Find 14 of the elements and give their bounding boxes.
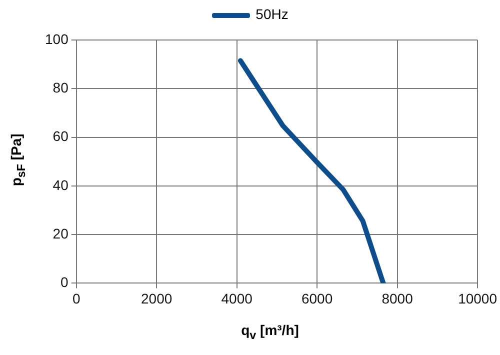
x-axis-title: q$_{v}$ [m³/h]	[240, 322, 300, 342]
y-tick-label: 80	[52, 80, 69, 96]
y-tick-label: 20	[52, 225, 69, 242]
x-tick-label: 6000	[301, 290, 333, 306]
x-tick-label: 10000	[458, 290, 498, 306]
x-tick-label: 2000	[141, 290, 172, 306]
y-tick-label: 100	[45, 30, 69, 47]
x-tick-label: 8000	[382, 290, 414, 306]
legend-label: 50Hz	[256, 6, 288, 22]
x-tick-label: 0	[72, 290, 80, 306]
x-tick-label: 4000	[221, 290, 253, 306]
y-tick-label: 60	[52, 128, 69, 144]
y-tick-label: 40	[52, 176, 69, 193]
y-tick-label: 0	[60, 274, 69, 290]
